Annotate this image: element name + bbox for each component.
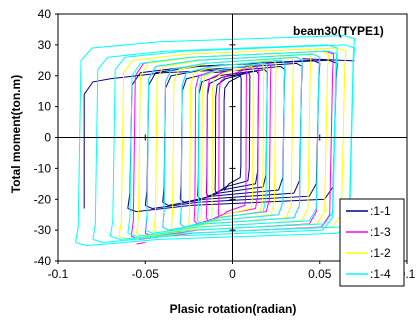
series-1-outer-loop [83,69,233,209]
legend-items: :1-1 :1-3 :1-2 :1-4 [346,204,391,281]
x-axis-title: Plasic rotation(radian) [170,302,297,316]
legend-label: :1-1 [370,204,391,218]
series-2-cycle-1 [218,68,248,219]
y-tick-label: -30 [34,223,52,237]
series-4-cycle-3 [162,56,303,231]
series-3-cycle-1 [211,65,254,222]
legend-label: :1-3 [370,225,391,239]
legend-box [339,198,405,287]
y-tick-label: 20 [38,69,52,83]
series-4-cycle-4 [144,53,321,234]
x-tick-label: -0.05 [132,267,160,281]
y-tick-label: 30 [38,38,52,52]
legend: :1-1 :1-3 :1-2 :1-4 [339,198,405,287]
y-tick-label: 0 [44,131,51,145]
series-4-cycle-8 [75,35,356,247]
y-tick-label: -20 [34,192,52,206]
y-axis-title: Total moment(ton.m) [9,75,23,193]
legend-label: :1-2 [370,246,391,260]
series-4-cycle-6 [109,44,356,240]
series-4 [75,35,356,247]
chart-title: beam30(TYPE1) [293,24,384,38]
y-tick-label: -40 [34,254,52,268]
x-tick-label: -0.1 [48,267,69,281]
legend-label: :1-4 [370,267,391,281]
curves-layer [75,35,356,247]
x-tick-label: 0.05 [308,267,332,281]
series-1-cycle-2 [214,72,251,194]
y-tick-label: 10 [38,100,52,114]
series-4-cycle-2 [179,59,286,228]
series-2-tail [136,242,146,245]
series-1-cycle-1 [223,75,242,192]
y-tick-label: 40 [38,7,52,21]
series-2-cycle-2 [205,65,260,222]
x-tick-label: 0 [229,267,236,281]
series-4-cycle-7 [92,44,338,244]
series-4-cycle-1 [197,62,268,225]
y-tick-label: -10 [34,161,52,175]
